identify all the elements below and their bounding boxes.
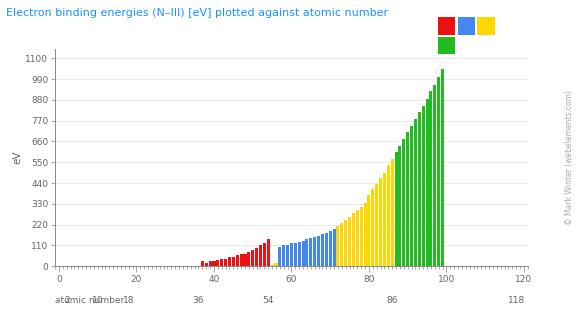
- Bar: [259, 245, 262, 266]
- Bar: [441, 69, 444, 266]
- Bar: [270, 265, 274, 266]
- Bar: [216, 260, 219, 266]
- Bar: [426, 99, 429, 266]
- Bar: [394, 152, 398, 266]
- Bar: [418, 112, 421, 266]
- Bar: [429, 91, 433, 266]
- Text: 118: 118: [508, 296, 525, 305]
- Bar: [410, 126, 413, 266]
- Bar: [391, 159, 394, 266]
- Bar: [398, 146, 401, 266]
- Bar: [364, 203, 367, 266]
- Bar: [212, 261, 216, 266]
- Bar: [263, 243, 266, 266]
- Bar: [251, 250, 254, 266]
- Text: 10: 10: [92, 296, 103, 305]
- Text: atomic number: atomic number: [55, 296, 124, 305]
- Text: 86: 86: [386, 296, 398, 305]
- Bar: [220, 260, 223, 266]
- Bar: [371, 189, 374, 266]
- Bar: [232, 257, 235, 266]
- Text: 18: 18: [123, 296, 135, 305]
- Bar: [352, 214, 355, 266]
- Bar: [383, 173, 386, 266]
- Bar: [201, 261, 204, 266]
- Bar: [267, 239, 270, 266]
- Bar: [298, 242, 301, 266]
- Bar: [406, 132, 409, 266]
- Bar: [244, 254, 246, 266]
- Y-axis label: eV: eV: [12, 151, 23, 164]
- Bar: [306, 239, 309, 266]
- Bar: [317, 236, 320, 266]
- Bar: [294, 243, 297, 266]
- Bar: [247, 252, 251, 266]
- Bar: [209, 261, 212, 266]
- Bar: [255, 248, 258, 266]
- Bar: [332, 229, 336, 266]
- Bar: [414, 119, 417, 266]
- Bar: [325, 233, 328, 266]
- Bar: [290, 243, 293, 266]
- Text: Electron binding energies (N–III) [eV] plotted against atomic number: Electron binding energies (N–III) [eV] p…: [6, 8, 388, 18]
- Bar: [403, 139, 405, 266]
- Bar: [313, 237, 316, 266]
- Bar: [282, 245, 285, 266]
- Bar: [228, 257, 231, 266]
- Text: 2: 2: [64, 296, 70, 305]
- Text: 36: 36: [193, 296, 204, 305]
- Bar: [240, 254, 242, 266]
- Bar: [286, 245, 289, 266]
- Bar: [433, 85, 436, 266]
- Bar: [302, 241, 304, 266]
- Bar: [367, 195, 371, 266]
- Bar: [360, 207, 362, 266]
- Bar: [340, 223, 343, 266]
- Bar: [205, 263, 208, 266]
- Text: 54: 54: [263, 296, 274, 305]
- Bar: [274, 263, 277, 266]
- Bar: [348, 217, 351, 266]
- Bar: [344, 220, 347, 266]
- Bar: [336, 226, 339, 266]
- Bar: [309, 238, 313, 266]
- Bar: [356, 210, 359, 266]
- Text: © Mark Winter (webelements.com): © Mark Winter (webelements.com): [565, 90, 574, 225]
- Bar: [437, 77, 440, 266]
- Bar: [379, 179, 382, 266]
- Bar: [278, 248, 281, 266]
- Bar: [422, 106, 425, 266]
- Bar: [329, 231, 332, 266]
- Bar: [375, 184, 378, 266]
- Bar: [321, 234, 324, 266]
- Bar: [224, 259, 227, 266]
- Bar: [387, 165, 390, 266]
- Bar: [235, 255, 239, 266]
